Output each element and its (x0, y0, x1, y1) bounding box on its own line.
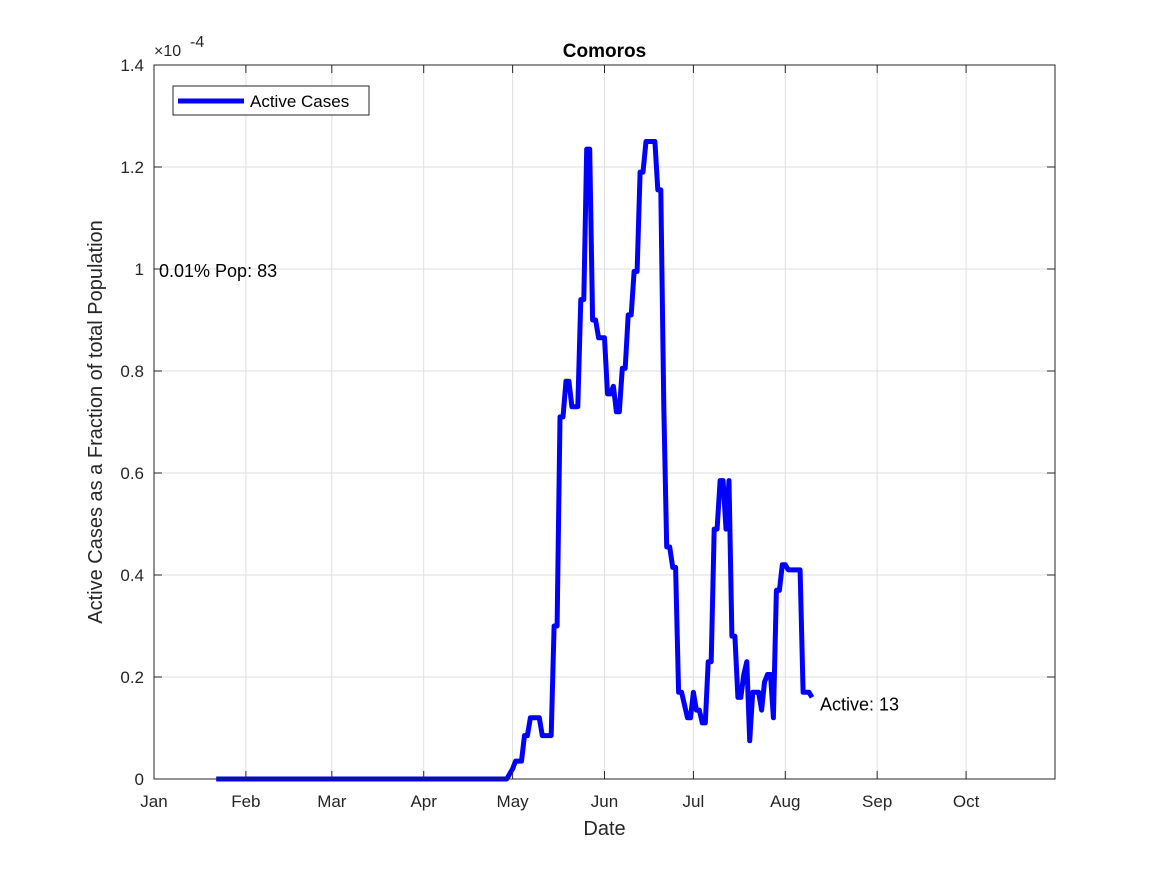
x-tick-label: Feb (231, 792, 260, 811)
y-tick-label: 0.8 (120, 362, 144, 381)
x-tick-label: May (497, 792, 530, 811)
series-line-active-cases (216, 139, 815, 782)
y-tick-label: 0 (135, 770, 144, 789)
y-tick-label: 1 (135, 260, 144, 279)
y-exponent-power: -4 (190, 34, 204, 51)
legend-label-active-cases: Active Cases (250, 92, 349, 111)
series-layer (216, 139, 815, 782)
y-axis-label: Active Cases as a Fraction of total Popu… (85, 220, 107, 624)
y-tick-label: 1.4 (120, 56, 144, 75)
x-tick-label: Jan (140, 792, 167, 811)
x-tick-label: Aug (770, 792, 800, 811)
y-tick-label: 1.2 (120, 158, 144, 177)
x-tick-labels: Jan Feb Mar Apr May Jun Jul Aug Sep Oct (140, 792, 979, 811)
x-tick-label: Apr (410, 792, 437, 811)
x-tick-label: Oct (953, 792, 980, 811)
x-tick-label: Jul (683, 792, 705, 811)
y-tick-labels: 0 0.2 0.4 0.6 0.8 1 1.2 1.4 (120, 56, 144, 789)
x-axis-label: Date (583, 818, 625, 840)
y-exponent-base: ×10 (154, 43, 181, 60)
y-tick-label: 0.2 (120, 668, 144, 687)
active-count-label: Active: 13 (820, 694, 899, 714)
y-tick-label: 0.6 (120, 464, 144, 483)
x-tick-label: Mar (317, 792, 347, 811)
y-exponent-label: ×10 -4 (154, 34, 204, 60)
x-tick-label: Jun (591, 792, 618, 811)
axis-ticks (153, 64, 1055, 780)
chart-title: Comoros (563, 41, 646, 62)
x-tick-label: Sep (862, 792, 892, 811)
population-threshold-label: 0.01% Pop: 83 (159, 261, 277, 281)
legend: Active Cases (172, 85, 370, 116)
y-tick-label: 0.4 (120, 566, 144, 585)
